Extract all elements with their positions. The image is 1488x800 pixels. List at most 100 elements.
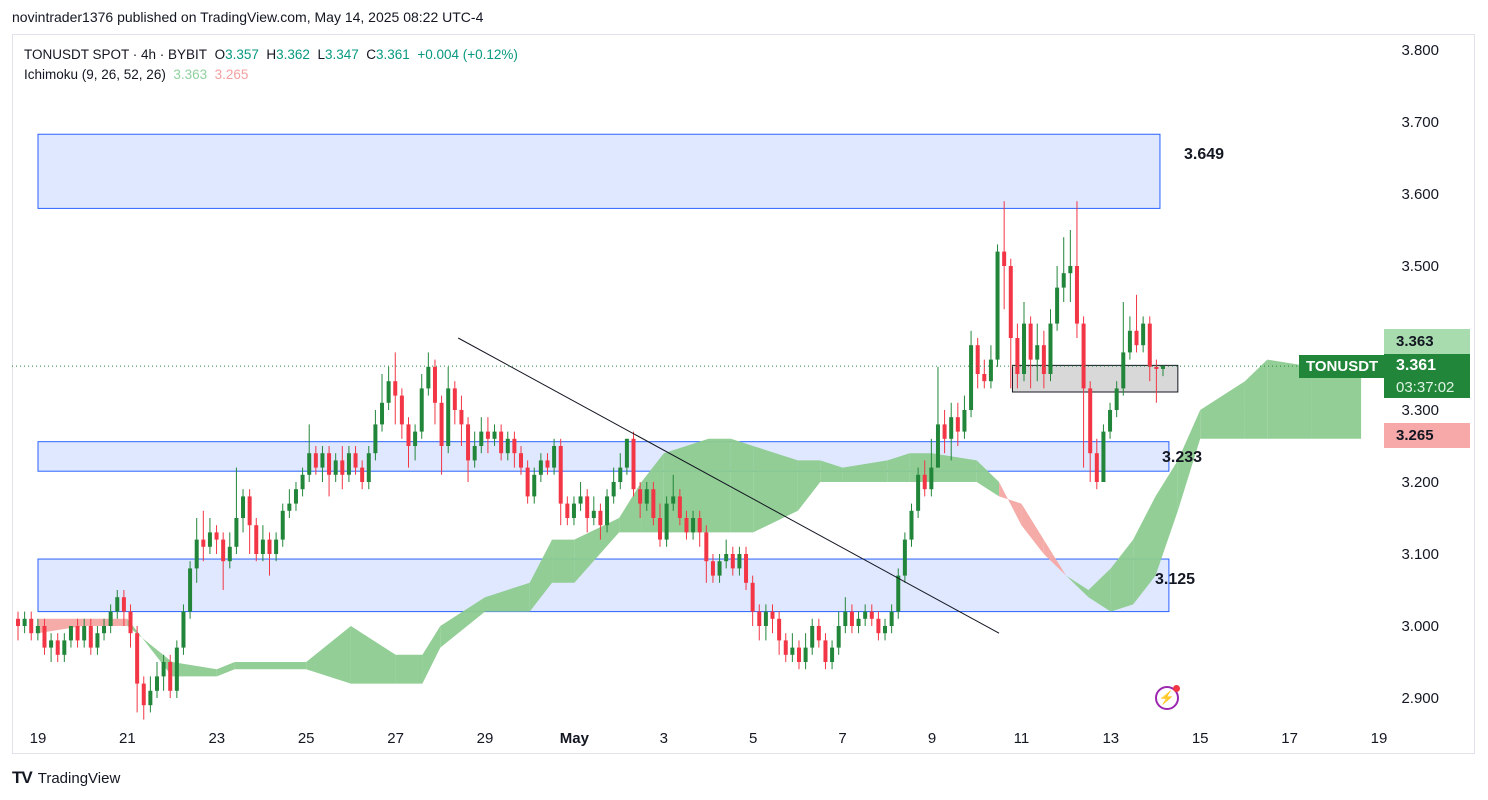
time-tick-label: 27 — [387, 730, 404, 747]
candle-body — [485, 431, 490, 439]
open-value: 3.357 — [225, 47, 259, 62]
candle-body — [935, 424, 940, 468]
time-axis-layer: 19 21 23 25 27 29 May 3 5 7 9 11 13 15 17 19 — [30, 730, 1388, 747]
candle-body — [452, 388, 457, 410]
candle-body — [141, 683, 146, 706]
candle-body — [419, 388, 424, 432]
candle-body — [995, 251, 1000, 360]
cloud-segment-bull — [574, 518, 620, 583]
candle-body — [1015, 338, 1020, 374]
candle-body — [393, 381, 398, 396]
cloud-segment-bull — [730, 438, 754, 533]
cloud-segment-bear — [82, 618, 128, 626]
time-tick-label: 3 — [660, 730, 668, 747]
candle-body — [115, 597, 120, 612]
candle-body — [558, 446, 563, 504]
candle-body — [148, 690, 153, 706]
cloud-segment-bull — [234, 662, 262, 670]
candle-body — [750, 582, 755, 612]
candle-body — [340, 460, 345, 475]
candle-body — [188, 568, 193, 612]
bolt-icon[interactable]: ⚡ — [1155, 685, 1180, 710]
cloud-segment-bear — [999, 482, 1022, 526]
cloud-segment-bull — [663, 438, 709, 533]
cloud-segment-bear — [1021, 503, 1044, 554]
candle-body — [525, 467, 530, 497]
indicator-label: Ichimoku (9, 26, 52, 26) — [24, 67, 166, 82]
price-axis-layer: 3.800 3.700 3.600 3.500 3.300 3.200 3.100 3.000… — [1401, 42, 1439, 707]
zone-label-low: 3.125 — [1155, 571, 1196, 588]
candle-body — [459, 410, 464, 425]
tradingview-logo[interactable]: TV TradingView — [12, 768, 120, 788]
candle-body — [55, 640, 60, 655]
candle-body — [35, 626, 40, 634]
candle-body — [704, 532, 709, 562]
candle-body — [512, 438, 517, 454]
cloud-segment-bull — [887, 453, 910, 482]
candle-body — [664, 503, 669, 540]
candle-body — [962, 410, 967, 432]
time-tick-label: 9 — [928, 730, 936, 747]
chart-frame[interactable] — [12, 34, 1475, 754]
cloud-segment-bull — [1267, 359, 1312, 439]
candle-body — [360, 467, 365, 482]
candle-body — [1114, 388, 1119, 410]
cloud-segment-bull — [485, 582, 530, 612]
candle-body — [942, 424, 947, 439]
price-tick-label: 2.900 — [1401, 690, 1439, 707]
cloud-segment-bull — [753, 446, 798, 533]
candle-body — [988, 359, 993, 382]
candle-body — [605, 496, 610, 526]
time-tick-label: 11 — [1014, 730, 1030, 747]
candle-body — [161, 662, 166, 677]
candle-body — [168, 662, 173, 691]
cloud-segment-bull — [1155, 460, 1178, 576]
candle-body — [538, 460, 543, 475]
candle-body — [426, 366, 431, 389]
cloud-segment-bull — [797, 460, 821, 511]
candle-body — [16, 618, 20, 626]
cloud-segment-bull — [1244, 359, 1268, 439]
candle-body — [843, 611, 848, 626]
bar-countdown: 03:37:02 — [1396, 379, 1455, 396]
candle-body — [1068, 266, 1073, 274]
supply-demand-zone — [37, 133, 1161, 209]
candle-body — [1022, 323, 1027, 374]
symbol-label[interactable]: TONUSDT SPOT · 4h · BYBIT — [24, 47, 208, 62]
candle-body — [505, 438, 510, 454]
candle-body — [565, 503, 570, 518]
candle-body — [128, 611, 133, 634]
candle-body — [108, 611, 113, 626]
cloud-segment-bull — [261, 662, 307, 670]
time-tick-label: 5 — [749, 730, 757, 747]
candle-body — [68, 626, 73, 641]
cloud-segment-bull — [842, 460, 888, 482]
time-tick-label: 19 — [30, 730, 47, 747]
candle-body — [816, 626, 821, 641]
candle-body — [1127, 330, 1132, 353]
indicator-row[interactable]: Ichimoku (9, 26, 52, 26) 3.363 3.265 — [24, 65, 518, 85]
candle-body — [254, 525, 259, 554]
candle-body — [624, 438, 629, 468]
candle-body — [1061, 273, 1066, 288]
ohlc-row: TONUSDT SPOT · 4h · BYBIT O3.357 H3.362 … — [24, 45, 518, 65]
candle-body — [287, 503, 292, 511]
candle-body — [234, 518, 239, 547]
cloud-segment-bull — [172, 662, 217, 677]
candle-body — [896, 575, 901, 612]
candle-body — [274, 539, 279, 554]
lines-layer — [12, 337, 1384, 634]
cloud-segment-bull — [1088, 568, 1111, 612]
candle-body — [796, 647, 801, 662]
time-tick-label: 17 — [1281, 730, 1298, 747]
publish-header: novintrader1376 published on TradingView… — [12, 9, 484, 25]
candle-body — [121, 597, 126, 612]
candle-body — [293, 489, 298, 504]
candle-body — [432, 366, 437, 403]
candle-body — [889, 611, 894, 626]
candle-body — [849, 611, 854, 626]
candle-body — [684, 518, 689, 533]
candle-body — [598, 510, 603, 526]
last-price-badge: 3.361 03:37:02 — [1384, 354, 1470, 398]
